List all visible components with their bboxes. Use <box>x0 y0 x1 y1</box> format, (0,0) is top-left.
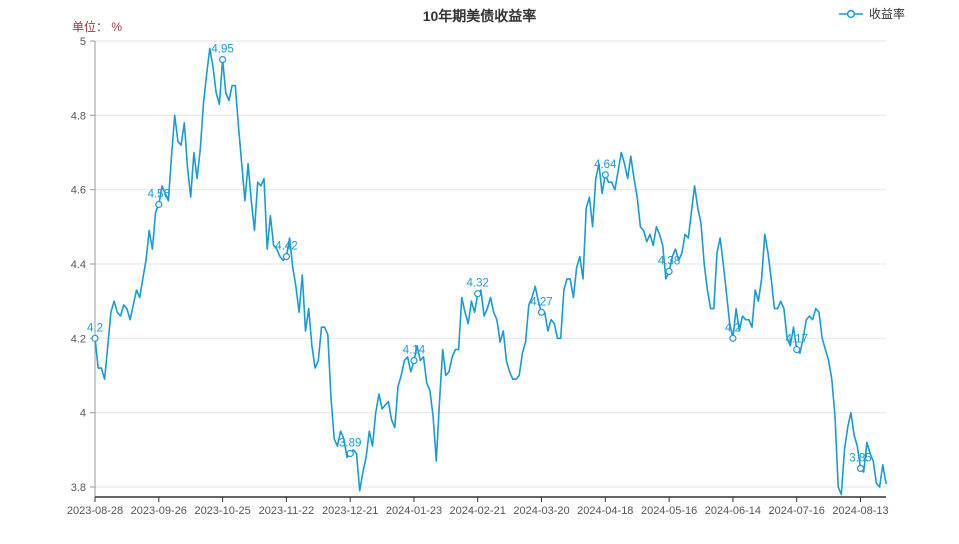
data-point-label: 4.42 <box>275 241 297 253</box>
data-point-marker <box>793 345 801 354</box>
data-point-label: 4.95 <box>211 44 233 56</box>
data-point-marker <box>155 200 163 209</box>
x-tick-label: 2023-10-25 <box>194 505 250 517</box>
x-tick-label: 2024-03-20 <box>513 505 569 517</box>
x-tick-label: 2023-08-28 <box>67 505 123 517</box>
y-tick-label: 4.8 <box>71 110 86 122</box>
x-tick-label: 2023-11-22 <box>259 505 314 517</box>
data-point-marker <box>474 290 482 298</box>
y-tick-label: 4 <box>80 408 86 420</box>
data-point-label: 4.32 <box>467 278 489 290</box>
data-point-marker <box>856 464 865 472</box>
legend-label: 收益率 <box>868 7 905 21</box>
legend-item-yield[interactable]: 收益率 <box>838 5 905 22</box>
y-tick-label: 4.2 <box>71 333 86 345</box>
data-point-label: 4.2 <box>725 322 741 334</box>
y-tick-label: 4.6 <box>71 185 86 197</box>
x-axis: 2023-08-28 2023-09-26 2023-10-25 2023-11-22… <box>67 496 889 517</box>
x-tick-label: 2024-08-13 <box>832 505 888 517</box>
data-point-label: 3.89 <box>339 438 361 450</box>
data-point-label: 4.56 <box>148 189 170 201</box>
data-point-marker <box>410 357 418 365</box>
page-title: 10年期美债收益率 <box>422 8 537 24</box>
y-axis: 3.8 4 4.2 4.4 4.6 4.8 5 <box>71 36 96 497</box>
data-point-labels: 4.2 4.56 4.95 4.42 3.89 4.14 4.32 4.27 4.64 4.38 4… <box>87 44 872 472</box>
data-point-marker <box>729 334 737 342</box>
data-point-marker <box>537 308 546 316</box>
data-point-label: 3.85 <box>849 452 871 464</box>
y-tick-label: 4.4 <box>71 259 86 271</box>
data-point-label: 4.27 <box>530 296 552 308</box>
x-tick-label: 2023-12-21 <box>322 505 378 517</box>
x-tick-label: 2023-09-26 <box>131 505 187 517</box>
x-tick-label: 2024-04-18 <box>577 505 633 517</box>
x-tick-label: 2024-02-21 <box>450 505 506 517</box>
x-tick-label: 2024-01-23 <box>386 505 442 517</box>
data-point-label: 4.38 <box>658 255 680 267</box>
data-point-marker <box>665 267 673 275</box>
yield-series-line <box>94 47 887 496</box>
data-point-label: 4.17 <box>786 334 808 346</box>
data-point-marker <box>601 171 609 179</box>
x-tick-label: 2024-06-14 <box>705 505 761 517</box>
x-tick-label: 2024-05-16 <box>641 505 697 517</box>
data-point-label: 4.14 <box>403 345 426 357</box>
data-point-marker <box>282 253 290 261</box>
grid-lines <box>95 40 886 488</box>
data-point-marker <box>346 449 354 458</box>
data-point-marker <box>219 55 227 64</box>
data-point-label: 4.64 <box>594 159 617 171</box>
y-tick-label: 5 <box>80 36 86 48</box>
y-tick-label: 3.8 <box>71 482 86 494</box>
data-point-marker <box>91 334 99 342</box>
legend-line-circle-icon <box>838 9 863 18</box>
data-point-label: 4.2 <box>87 322 103 334</box>
x-tick-label: 2024-07-16 <box>769 505 825 517</box>
unit-label: 单位： % <box>72 20 123 34</box>
